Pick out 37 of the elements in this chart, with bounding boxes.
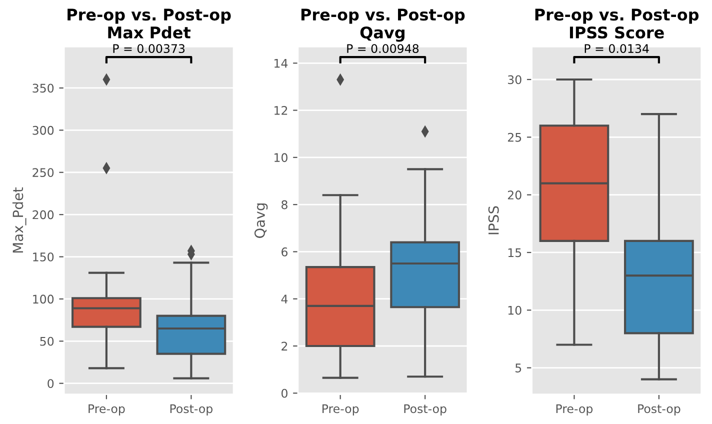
y-tick-label: 350 [32,84,54,93]
y-axis-title: IPSS [488,206,499,234]
y-tick-label: 0 [48,379,54,388]
chart-title: Pre-op vs. Post-op IPSS Score [535,8,699,39]
y-tick-label: 20 [508,190,522,200]
y-tick-label: 5 [516,364,522,372]
x-tick-label: Post-op [170,404,212,416]
y-tick-label: 250 [32,168,54,178]
x-tick-label: Post-op [638,404,680,416]
x-tick-label: Pre-op [88,404,125,416]
x-tick-label: Pre-op [556,404,593,416]
y-tick-label: 100 [33,294,54,304]
y-tick-label: 12 [274,106,288,115]
y-tick-label: 0 [282,388,288,398]
y-tick-label: 30 [508,75,522,84]
y-tick-label: 15 [508,248,522,258]
y-tick-label: 150 [33,252,54,262]
y-axis-title: Qavg [254,204,268,238]
y-tick-label: 2 [282,342,288,350]
y-tick-label: 8 [282,200,288,210]
y-axis-title: Max_Pdet [12,187,26,253]
y-tick-label: 14 [274,59,288,68]
y-tick-label: 50 [40,336,54,346]
annotation: P = 0.00948 [347,44,419,54]
x-tick-label: Post-op [404,404,446,416]
chart-title: Pre-op vs. Post-op Qavg [301,8,465,42]
y-tick-label: 25 [508,132,522,142]
y-tick-label: 10 [274,153,288,162]
annotation: P = 0.0134 [584,44,649,54]
y-tick-label: 200 [32,210,54,220]
y-tick-label: 6 [282,247,288,256]
x-tick-label: Pre-op [322,404,359,416]
y-tick-label: 300 [32,126,54,135]
y-tick-label: 10 [508,306,522,315]
chart-title: Pre-op vs. Post-op Max Pdet [68,8,231,39]
y-tick-label: 4 [281,294,288,304]
annotation: P = 0.00373 [113,44,185,54]
